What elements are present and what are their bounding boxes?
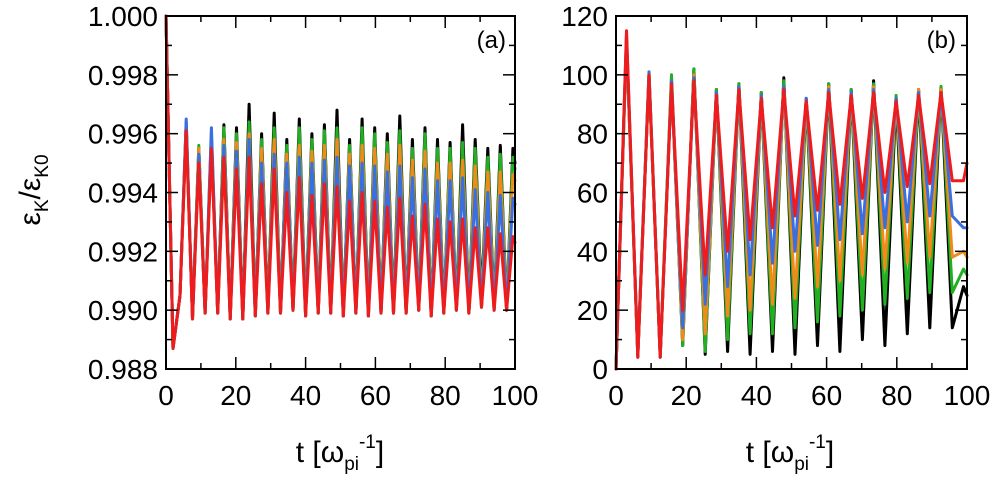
panel-a: (a) 0.9880.9900.9920.9940.9960.9981.000 …: [14, 1, 538, 475]
panel-a-x-tick-label: 20: [220, 380, 251, 411]
panel-a-y-tick-labels: 0.988 0.990 0.992 0.994 0.996 0.998 1.000: [88, 1, 158, 385]
panel-a-y-tick-label: 0.992: [88, 236, 158, 267]
panel-a-label: (a): [477, 27, 506, 54]
panel-b-y-tick-labels: 0 20 40 60 80 100 120: [561, 1, 608, 385]
panel-b-x-tick-labels: 0 20 40 60 80 100: [608, 380, 990, 411]
panel-b-x-tick-label: 0: [608, 380, 624, 411]
panel-a-y-axis-label: εK/εK0: [14, 154, 53, 225]
panel-a-x-tick-label: 100: [492, 380, 539, 411]
panel-a-x-tick-labels: 0 20 40 60 80 100: [158, 380, 538, 411]
panel-a-x-axis-label: t [ωpi-1]: [296, 432, 384, 475]
panel-b-y-tick-label: 120: [561, 1, 608, 32]
panel-a-x-tick-label: 0: [158, 380, 174, 411]
panel-a-x-tick-label: 40: [290, 380, 321, 411]
panel-b-label: (b): [927, 27, 956, 54]
panel-b-x-tick-label: 60: [811, 380, 842, 411]
panel-b-x-axis-label: t [ωpi-1]: [746, 432, 834, 475]
panel-a-y-tick-label: 0.998: [88, 60, 158, 91]
panel-a-y-tick-label: 0.988: [88, 354, 158, 385]
panel-b-x-tick-label: 20: [671, 380, 702, 411]
panel-a-x-tick-label: 80: [430, 380, 461, 411]
panel-a-x-tick-label: 60: [360, 380, 391, 411]
panel-b-series-group: [614, 29, 969, 371]
panel-b-y-tick-label: 60: [577, 178, 608, 209]
panel-a-series-group: [164, 14, 517, 350]
panel-a-y-tick-label: 0.996: [88, 119, 158, 150]
panel-a-y-tick-label: 1.000: [88, 1, 158, 32]
panel-b-y-tick-label: 40: [577, 236, 608, 267]
panel-b-y-tick-label: 20: [577, 295, 608, 326]
panel-b-y-tick-label: 100: [561, 60, 608, 91]
panel-b-y-tick-label: 0: [592, 354, 608, 385]
panel-b-series-red: [614, 29, 969, 371]
panel-a-series-red: [164, 14, 517, 350]
panel-b: (b) 0 20 40 60 80 100 120 0 20 40 60 80 100 t [ωpi-…: [561, 1, 990, 475]
panel-a-frame: [165, 15, 516, 370]
panel-b-y-tick-label: 80: [577, 119, 608, 150]
panel-b-x-tick-label: 100: [944, 380, 991, 411]
panel-a-y-tick-label: 0.994: [88, 178, 158, 209]
panel-b-x-tick-label: 80: [881, 380, 912, 411]
panel-a-y-tick-label: 0.990: [88, 295, 158, 326]
panel-b-x-tick-label: 40: [741, 380, 772, 411]
panel-b-frame: [615, 15, 968, 370]
